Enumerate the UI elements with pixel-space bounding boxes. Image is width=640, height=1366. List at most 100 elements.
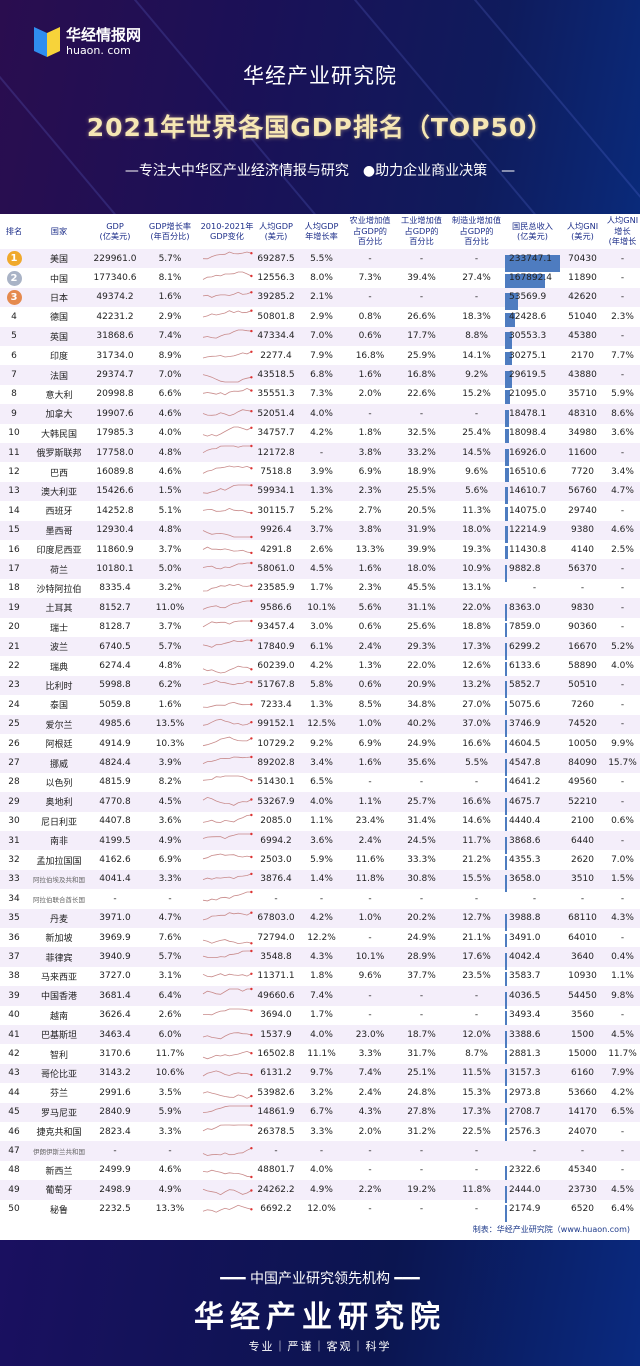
gdp-per-capita: 39285.2 bbox=[257, 292, 295, 303]
gdp-per-capita-growth: - bbox=[319, 1146, 324, 1157]
manufacturing-share: 11.5% bbox=[462, 1068, 491, 1079]
sparkline-line bbox=[202, 1091, 253, 1100]
table-row: 5 英国 31868.6 7.4% 47334.4 7.0% 0.6% 17.7% 8.8% 30… bbox=[0, 326, 640, 350]
table-row: 28 以色列 4815.9 8.2% 51430.1 6.5% - - - 4641.2 49560… bbox=[0, 773, 640, 796]
sparkline-line bbox=[202, 409, 253, 417]
table-row: 27 挪威 4824.4 3.9% 89202.8 3.4% 1.6% 35.6% 5.5% 45… bbox=[0, 753, 640, 777]
gdp-per-capita: 10729.2 bbox=[257, 738, 295, 749]
gni-bar bbox=[505, 953, 507, 971]
gni-per-capita: 68110 bbox=[568, 913, 597, 924]
gdp-growth: 5.9% bbox=[158, 1107, 182, 1118]
gdp-growth: 6.6% bbox=[158, 389, 182, 400]
gni-bar bbox=[505, 836, 507, 854]
agriculture-share: 3.8% bbox=[358, 525, 382, 536]
gni-bar bbox=[505, 545, 508, 563]
footer-tagline: ━━━ 中国产业研究领先机构 ━━━ bbox=[220, 1271, 420, 1287]
sparkline-line bbox=[202, 350, 253, 359]
gdp-growth: 3.7% bbox=[158, 622, 182, 633]
gdp-sparkline bbox=[200, 1084, 254, 1101]
gdp: 12930.4 bbox=[96, 525, 134, 536]
gdp-per-capita-growth: 7.3% bbox=[310, 389, 333, 400]
rank: 17 bbox=[8, 564, 20, 575]
industry-share: 18.7% bbox=[407, 1029, 436, 1040]
table-row: 8 意大利 20998.8 6.6% 35551.3 7.3% 2.0% 22.6% 15.2%… bbox=[0, 385, 640, 408]
rank: 30 bbox=[8, 816, 20, 827]
gni-bar bbox=[505, 603, 507, 621]
gdp-per-capita: 23585.9 bbox=[257, 583, 295, 594]
table-row: 7 法国 29374.7 7.0% 43518.5 6.8% 1.6% 16.8% 9.2% 29… bbox=[0, 365, 640, 389]
agriculture-share: 0.6% bbox=[358, 680, 382, 691]
industry-share: 20.9% bbox=[407, 680, 436, 691]
gni-cell: 18098.4 bbox=[505, 428, 560, 447]
gdp-per-capita-growth: 6.7% bbox=[310, 1107, 333, 1118]
gni-per-capita-growth: - bbox=[620, 505, 625, 516]
agriculture-share: 1.1% bbox=[358, 796, 382, 807]
sparkline-line bbox=[202, 1032, 253, 1040]
gni-cell: 4036.5 bbox=[505, 991, 560, 1009]
gdp: 20998.8 bbox=[96, 389, 134, 400]
gni-bar bbox=[505, 797, 507, 815]
rank: 39 bbox=[8, 990, 20, 1001]
gdp-per-capita-growth: 2.1% bbox=[310, 292, 333, 303]
agriculture-share: 11.8% bbox=[355, 874, 385, 885]
agriculture-share: 1.6% bbox=[358, 564, 382, 575]
sparkline-line bbox=[202, 465, 253, 474]
gdp-growth: 11.7% bbox=[155, 1049, 185, 1060]
manufacturing-share: - bbox=[474, 1204, 479, 1215]
gni-per-capita: 2620 bbox=[571, 855, 594, 866]
sparkline-line bbox=[202, 508, 253, 515]
gdp-sparkline bbox=[200, 289, 254, 306]
agriculture-share: - bbox=[368, 253, 372, 264]
gni-per-capita: 4140 bbox=[571, 544, 594, 555]
gdp: 14252.8 bbox=[96, 505, 134, 516]
rank: 29 bbox=[8, 796, 20, 807]
industry-share: 39.9% bbox=[407, 544, 436, 555]
sparkline-line bbox=[202, 891, 253, 902]
gni-value: 18098.4 bbox=[509, 428, 547, 439]
gni-per-capita-growth: 5.2% bbox=[611, 641, 634, 652]
gni-per-capita-growth: - bbox=[620, 835, 625, 846]
gdp: 42231.2 bbox=[96, 311, 134, 322]
gni-bar bbox=[505, 565, 508, 583]
gni-value: 4604.5 bbox=[509, 738, 541, 749]
manufacturing-share: - bbox=[474, 1146, 479, 1157]
credit: 制表：华经产业研究院（www.huaon.com) bbox=[472, 1225, 630, 1234]
manufacturing-share: 18.0% bbox=[462, 525, 491, 536]
gni-value: 6133.6 bbox=[509, 661, 541, 672]
gdp-sparkline bbox=[200, 949, 254, 966]
country: 尼日利亚 bbox=[40, 817, 77, 828]
manufacturing-share: 17.6% bbox=[462, 952, 491, 963]
gdp-per-capita-growth: 12.2% bbox=[307, 932, 336, 943]
gni-bar bbox=[505, 778, 507, 796]
gni-value: - bbox=[532, 583, 537, 594]
gdp: 4985.6 bbox=[99, 719, 131, 730]
gni-cell: 12214.9 bbox=[505, 525, 560, 544]
country: 瑞典 bbox=[49, 662, 68, 673]
country: 新西兰 bbox=[45, 1166, 73, 1177]
country: 爱尔兰 bbox=[45, 720, 73, 731]
gni-per-capita: 50510 bbox=[568, 680, 597, 691]
sparkline-line bbox=[202, 680, 253, 686]
sparkline-line bbox=[202, 813, 253, 823]
gdp-per-capita-growth: 4.9% bbox=[310, 1184, 333, 1195]
gdp-growth: 3.7% bbox=[158, 544, 182, 555]
table-row: 32 孟加拉国国 4162.6 6.9% 2503.0 5.9% 11.6% 33.3% 21.… bbox=[0, 850, 640, 874]
gni-cell: 3491.0 bbox=[505, 933, 560, 951]
rank: 25 bbox=[8, 719, 20, 730]
agriculture-share: 1.0% bbox=[358, 913, 382, 924]
gni-cell: 4547.8 bbox=[505, 758, 560, 777]
country: 美国 bbox=[49, 255, 68, 266]
medal-icon: 2 bbox=[6, 270, 22, 286]
rank: 5 bbox=[11, 331, 17, 342]
agriculture-share: 2.0% bbox=[358, 1126, 382, 1137]
industry-share: 20.5% bbox=[407, 505, 436, 516]
table-row: 18 沙特阿拉伯 8335.4 3.2% 23585.9 1.7% 2.3% 45.5% 13.… bbox=[0, 579, 640, 598]
gdp-per-capita-growth: 4.5% bbox=[310, 564, 333, 575]
country: 以色列 bbox=[45, 778, 73, 789]
gni-per-capita: 35710 bbox=[568, 389, 597, 400]
rank: 4 bbox=[11, 311, 17, 322]
gdp-sparkline bbox=[200, 386, 254, 403]
country: 巴西 bbox=[49, 468, 68, 479]
gni-bar bbox=[505, 972, 507, 990]
manufacturing-share: 11.8% bbox=[462, 1184, 491, 1195]
